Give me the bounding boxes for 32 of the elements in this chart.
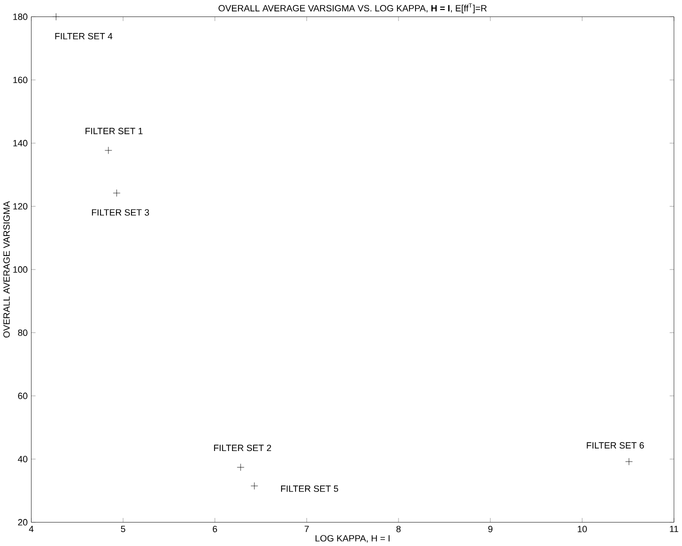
series-label: FILTER SET 4 xyxy=(55,32,112,40)
chart-title: OVERALL AVERAGE VARSIGMA VS. LOG KAPPA, H = I, E[ff$^{T}$]=R xyxy=(218,3,487,14)
y-axis-title: OVERALL AVERAGE VARSIGMA xyxy=(3,201,10,338)
series-label: FILTER SET 1 xyxy=(86,128,143,134)
x-tick-label: 4 xyxy=(28,526,34,532)
y-tick-label: 60 xyxy=(18,392,28,400)
x-tick-label: 6 xyxy=(212,526,218,532)
x-tick-label: 11 xyxy=(670,526,678,532)
point xyxy=(52,13,60,21)
y-tick-label: 20 xyxy=(18,519,28,526)
point xyxy=(250,482,258,490)
y-tick-label: 40 xyxy=(18,456,28,462)
series-label: FILTER SET 6 xyxy=(586,442,644,449)
x-tick-label: 8 xyxy=(396,526,401,532)
series-label: FILTER SET 3 xyxy=(92,209,149,216)
y-tick-label: 120 xyxy=(13,203,28,210)
x-tick-label: 7 xyxy=(304,526,309,532)
y-tick-label: 180 xyxy=(13,14,28,20)
x-tick-label: 9 xyxy=(488,526,492,532)
x-tick-label: 10 xyxy=(578,526,587,532)
x-axis-title: LOG KAPPA, H = I xyxy=(316,535,390,543)
y-tick-label: 80 xyxy=(18,330,28,336)
y-tick-label: 100 xyxy=(13,266,28,273)
point xyxy=(112,189,120,197)
y-tick-label: 140 xyxy=(13,140,28,146)
point xyxy=(104,146,112,154)
x-tick-label: 5 xyxy=(120,526,126,532)
text: FILTER SET 5 xyxy=(281,485,338,492)
point xyxy=(625,458,633,466)
point xyxy=(236,464,244,472)
series-label: FILTER SET 2 xyxy=(214,444,272,452)
y-tick-label: 160 xyxy=(13,76,28,84)
